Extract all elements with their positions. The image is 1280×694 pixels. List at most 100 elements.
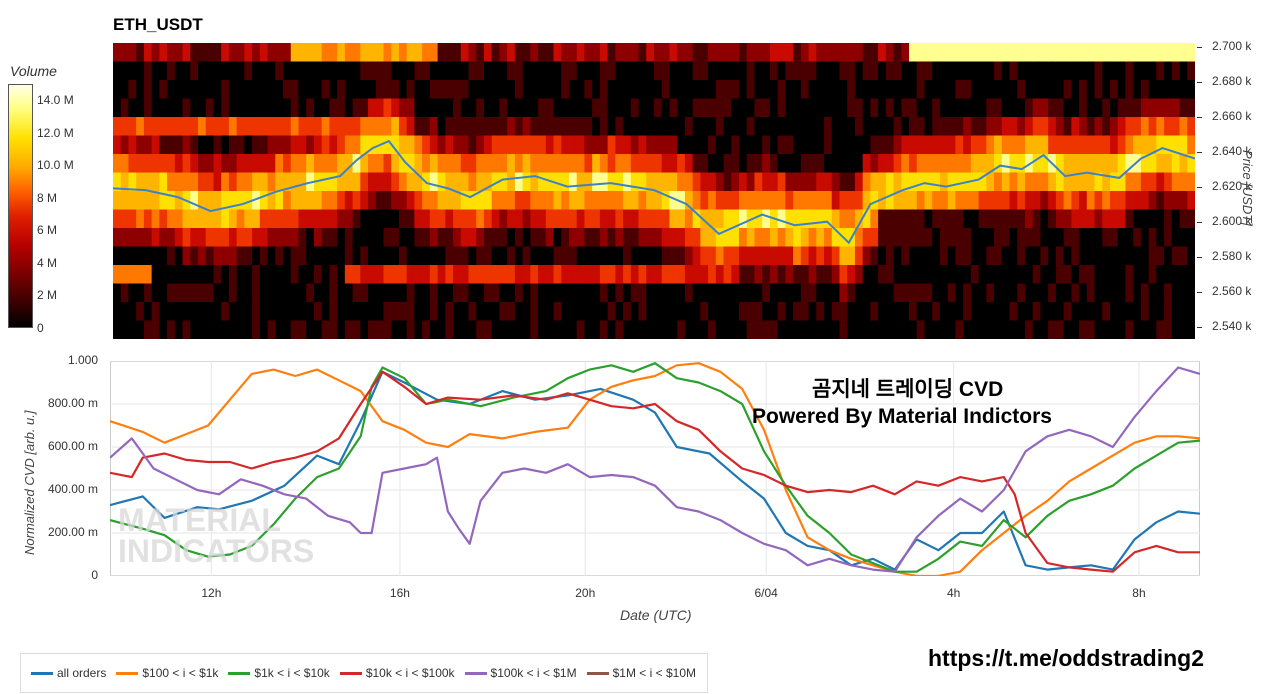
heatmap-cell	[793, 61, 802, 81]
heatmap-cell	[422, 283, 431, 303]
heatmap-cell	[360, 61, 369, 81]
legend-item[interactable]: $100k < i < $1M	[464, 666, 577, 680]
heatmap-cell	[839, 320, 848, 339]
heatmap-cell	[337, 98, 346, 118]
heatmap-cell	[1055, 191, 1065, 211]
heatmap-cell	[654, 61, 663, 81]
heatmap-cell	[1009, 117, 1018, 137]
heatmap-cell	[383, 98, 392, 118]
heatmap-cell	[638, 302, 647, 322]
heatmap-cell	[970, 246, 980, 266]
heatmap-cell	[955, 117, 964, 137]
heatmap-cell	[437, 135, 446, 155]
heatmap-cell	[924, 302, 933, 322]
heatmap-cell	[1117, 320, 1127, 339]
heatmap-cell	[646, 117, 655, 137]
heatmap-cell	[228, 98, 238, 118]
heatmap-cell	[576, 172, 586, 192]
heatmap-cell	[592, 320, 601, 339]
heatmap-cell	[352, 154, 361, 174]
heatmap-cell	[592, 191, 601, 211]
heatmap-cell	[800, 154, 810, 174]
heatmap-plot[interactable]	[113, 43, 1195, 339]
colorbar-tick: 14.0 M	[37, 93, 74, 108]
heatmap-cell	[244, 61, 253, 81]
heatmap-cell	[684, 61, 694, 81]
heatmap-cell	[669, 320, 678, 339]
heatmap-cell	[313, 283, 323, 303]
heatmap-cell	[576, 320, 586, 339]
heatmap-cell	[283, 246, 292, 266]
heatmap-cell	[321, 191, 330, 211]
heatmap-cell	[1125, 302, 1134, 322]
heatmap-cell	[190, 135, 199, 155]
heatmap-cell	[398, 80, 408, 100]
legend-item[interactable]: $100 < i < $1k	[116, 666, 218, 680]
heatmap-cell	[739, 135, 748, 155]
heatmap-cell	[1024, 302, 1034, 322]
heatmap-cell	[731, 228, 740, 248]
heatmap-cell	[267, 228, 276, 248]
heatmap-cell	[375, 43, 385, 63]
heatmap-cell	[429, 80, 439, 100]
heatmap-cell	[530, 191, 539, 211]
heatmap-cell	[267, 209, 276, 229]
heatmap-cell	[754, 302, 763, 322]
heatmap-cell	[1187, 191, 1195, 211]
heatmap-cell	[290, 172, 300, 192]
heatmap-cell	[275, 246, 284, 266]
heatmap-cell	[739, 320, 748, 339]
heatmap-cell	[1179, 191, 1188, 211]
heatmap-cell	[978, 320, 987, 339]
heatmap-cell	[839, 61, 848, 81]
heatmap-cell	[453, 209, 462, 229]
heatmap-cell	[723, 191, 732, 211]
heatmap-cell	[1164, 117, 1173, 137]
heatmap-cell	[499, 172, 508, 192]
heatmap-cell	[445, 228, 454, 248]
price-tick-label: 2.620 k	[1212, 178, 1252, 193]
heatmap-cell	[1125, 43, 1134, 63]
heatmap-cell	[422, 98, 431, 118]
price-tick-label: 2.560 k	[1212, 283, 1252, 298]
heatmap-cell	[793, 228, 802, 248]
cvd-plot[interactable]	[110, 361, 1200, 576]
legend-label: all orders	[57, 666, 107, 680]
legend-item[interactable]: $10k < i < $100k	[339, 666, 455, 680]
heatmap-cell	[337, 209, 346, 229]
heatmap-cell	[120, 320, 130, 339]
heatmap-cell	[1055, 283, 1065, 303]
heatmap-cell	[1102, 302, 1111, 322]
heatmap-cell	[607, 302, 616, 322]
heatmap-cell	[1086, 265, 1096, 285]
heatmap-cell	[530, 135, 539, 155]
telegram-url[interactable]: https://t.me/oddstrading2	[928, 645, 1204, 671]
heatmap-cell	[460, 172, 470, 192]
heatmap-cell	[654, 135, 663, 155]
heatmap-cell	[321, 98, 330, 118]
heatmap-cell	[630, 117, 640, 137]
heatmap-cell	[1109, 135, 1119, 155]
heatmap-cell	[398, 191, 408, 211]
heatmap-cell	[167, 246, 176, 266]
heatmap-cell	[568, 320, 578, 339]
price-tick-mark	[1197, 46, 1202, 48]
legend-item[interactable]: $1k < i < $10k	[228, 666, 330, 680]
heatmap-cell	[174, 228, 184, 248]
price-tick-mark	[1197, 186, 1202, 188]
heatmap-cell	[383, 135, 392, 155]
legend-item[interactable]: $1M < i < $10M	[586, 666, 696, 680]
heatmap-cell	[986, 265, 995, 285]
heatmap-cell	[422, 191, 431, 211]
heatmap-cell	[947, 283, 957, 303]
heatmap-cell	[375, 154, 385, 174]
heatmap-cell	[453, 43, 462, 63]
heatmap-cell	[244, 246, 253, 266]
heatmap-cell	[623, 154, 632, 174]
heatmap-cell	[963, 135, 972, 155]
heatmap-cell	[677, 283, 686, 303]
legend-item[interactable]: all orders	[31, 666, 106, 680]
heatmap-cell	[228, 320, 238, 339]
heatmap-cell	[422, 246, 431, 266]
heatmap-cell	[947, 61, 957, 81]
